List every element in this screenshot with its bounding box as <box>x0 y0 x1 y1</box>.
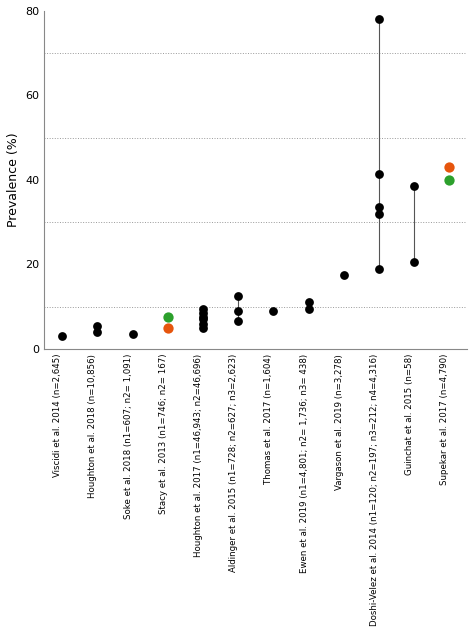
Point <box>375 15 383 25</box>
Point <box>234 316 242 327</box>
Point <box>410 257 418 267</box>
Point <box>164 323 172 333</box>
Point <box>234 306 242 316</box>
Point <box>305 304 312 314</box>
Point <box>375 203 383 213</box>
Point <box>340 270 347 280</box>
Point <box>410 181 418 191</box>
Point <box>199 304 207 314</box>
Y-axis label: Prevalence (%): Prevalence (%) <box>7 133 20 227</box>
Point <box>164 312 172 322</box>
Point <box>129 329 137 339</box>
Point <box>199 318 207 329</box>
Point <box>375 263 383 273</box>
Point <box>375 168 383 179</box>
Point <box>375 209 383 219</box>
Point <box>199 312 207 322</box>
Point <box>58 331 66 341</box>
Point <box>93 321 101 331</box>
Point <box>270 306 277 316</box>
Point <box>446 162 453 172</box>
Point <box>199 308 207 318</box>
Point <box>199 315 207 325</box>
Point <box>93 327 101 337</box>
Point <box>446 175 453 185</box>
Point <box>234 291 242 301</box>
Point <box>199 323 207 333</box>
Point <box>305 298 312 308</box>
